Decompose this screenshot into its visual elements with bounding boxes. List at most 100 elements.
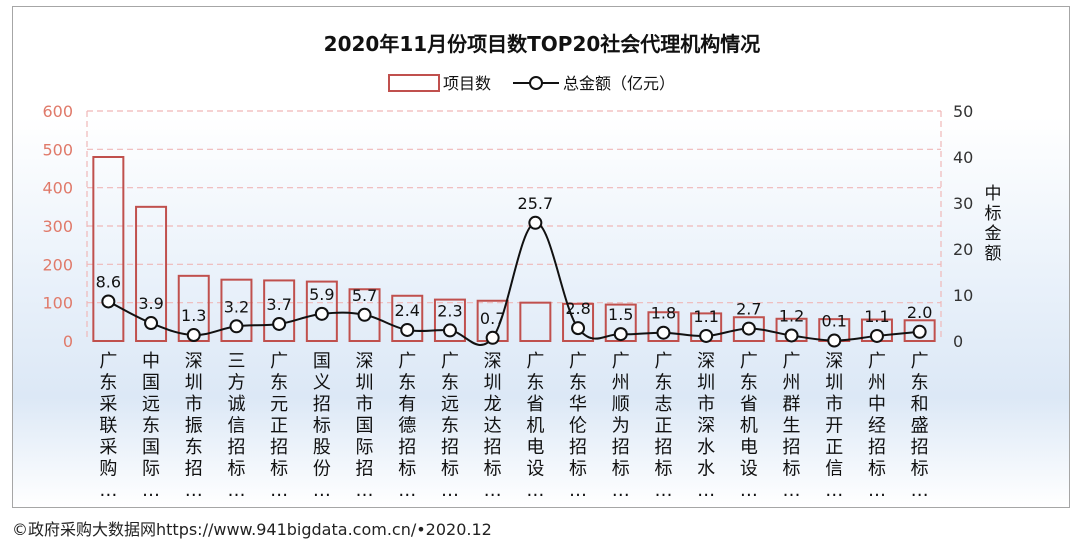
right-axis-title-char: 金	[985, 224, 1002, 244]
bar	[305, 280, 338, 343]
x-axis-label-char: 中	[142, 351, 160, 372]
x-axis-label-char: 标	[227, 459, 245, 480]
left-axis-tick-label: 200	[42, 255, 73, 274]
x-axis-label-char: 信	[227, 416, 245, 437]
x-axis-label-char: …	[142, 480, 160, 501]
bar	[903, 319, 936, 342]
x-axis-label-char: 东	[441, 416, 459, 437]
x-axis-label-char: 东	[270, 373, 288, 394]
amount-data-label: 2.7	[736, 300, 761, 319]
x-axis-label-char: 标	[783, 459, 801, 480]
amount-data-label: 3.2	[224, 297, 249, 316]
amount-data-label: 2.4	[395, 301, 420, 320]
gridlines	[86, 110, 942, 341]
x-axis-label-char: 电	[740, 437, 758, 458]
x-axis-label-char: 广	[270, 351, 288, 372]
x-axis-label-char: 国	[142, 437, 160, 458]
x-axis-label-char: 深	[356, 351, 374, 372]
bar	[391, 294, 424, 342]
bar	[562, 302, 595, 343]
x-axis-label-char: 市	[185, 394, 203, 415]
x-axis-label-char: 元	[270, 394, 288, 415]
chart-title: 2020年11月份项目数TOP20社会代理机构情况	[324, 32, 761, 56]
x-axis-label-char: 国	[356, 416, 374, 437]
x-axis-label-char: 州	[612, 373, 630, 394]
x-axis-label-char: 标	[612, 459, 630, 480]
x-axis-label-char: 水	[697, 437, 715, 458]
right-axis-title-char: 标	[985, 204, 1002, 224]
amount-data-label: 1.1	[864, 307, 889, 326]
x-axis-label-char: 深	[825, 351, 843, 372]
x-axis-label-char: 东	[99, 373, 117, 394]
bar	[519, 301, 552, 342]
right-axis-tick-label: 0	[953, 332, 963, 351]
amount-point	[912, 324, 927, 339]
x-axis-label-char: 信	[825, 459, 843, 480]
x-axis-label-char: 三	[227, 351, 245, 372]
left-axis-tick-label: 600	[42, 102, 73, 121]
bar	[220, 278, 253, 342]
chart-frame: 2020年11月份项目数TOP20社会代理机构情况 项目数 总金额（亿元） 60…	[12, 6, 1070, 508]
x-axis-label-char: 标	[911, 459, 929, 480]
x-axis-label-char: 生	[783, 416, 801, 437]
x-axis-label-char: 有	[398, 394, 416, 415]
right-axis-title-char: 中	[985, 184, 1002, 204]
x-axis-label-char: 招	[270, 437, 288, 458]
amount-point	[101, 294, 116, 309]
x-axis-label-char: 招	[569, 437, 587, 458]
line-series: 8.6 3.9 1.3 3.2 3.7 5.9 5.7 2.4 2.3 0.7 25.7 2.8 1.5…	[96, 194, 932, 348]
amount-point	[442, 323, 457, 338]
amount-data-label: 3.7	[266, 295, 291, 314]
amount-data-label: 5.9	[309, 285, 334, 304]
x-axis-label-char: 州	[868, 373, 886, 394]
x-axis-label-char: 华	[569, 394, 587, 415]
amount-point	[741, 321, 756, 336]
x-axis-label-char: …	[868, 480, 886, 501]
x-axis-label-char: 盛	[911, 416, 929, 437]
x-axis-label-char: 标	[313, 416, 331, 437]
x-axis-label-char: 采	[99, 394, 117, 415]
amount-point	[784, 328, 799, 343]
x-axis-label-char: 设	[526, 459, 544, 480]
right-axis-tick-label: 20	[953, 240, 973, 259]
bar	[135, 205, 168, 342]
bar	[647, 311, 680, 342]
x-axis-label-char: 标	[398, 459, 416, 480]
x-axis-label-char: 招	[868, 437, 886, 458]
x-axis-label-char: 股	[313, 437, 331, 458]
x-axis-label-char: 标	[654, 459, 672, 480]
amount-point	[869, 328, 884, 343]
x-axis-label-char: …	[356, 480, 374, 501]
right-axis-tick-label: 10	[953, 286, 973, 305]
x-axis-label-char: 深	[697, 351, 715, 372]
left-axis-tick-label: 100	[42, 294, 73, 313]
x-axis-label-char: 份	[313, 459, 331, 480]
x-axis-label-char: 正	[270, 416, 288, 437]
amount-data-label: 1.1	[693, 307, 718, 326]
x-axis-label-char: 正	[654, 416, 672, 437]
x-axis-label-char: 国	[313, 351, 331, 372]
x-axis-label-char: 州	[783, 373, 801, 394]
x-axis-label-char: 广	[654, 351, 672, 372]
x-axis-label-char: 经	[868, 416, 886, 437]
x-axis-label-char: 标	[484, 459, 502, 480]
x-axis-label-char: …	[654, 480, 672, 501]
x-axis-label-char: 圳	[825, 373, 843, 394]
x-axis-label-char: 招	[612, 437, 630, 458]
x-axis-label-char: 市	[697, 394, 715, 415]
bar	[433, 298, 466, 343]
x-axis-label-char: …	[740, 480, 758, 501]
x-axis-label-char: …	[313, 480, 331, 501]
left-axis-tick-label: 0	[63, 332, 73, 351]
x-axis-label-char: 远	[441, 394, 459, 415]
amount-point	[827, 333, 842, 348]
x-axis-label-char: 顺	[612, 394, 630, 415]
amount-point	[314, 306, 329, 321]
x-axis-label-char: …	[825, 480, 843, 501]
bar	[263, 279, 296, 342]
x-axis-label-char: 际	[356, 437, 374, 458]
x-axis-label-char: 机	[740, 416, 758, 437]
right-axis-title-char: 额	[985, 244, 1002, 264]
x-axis-label-char: 中	[868, 394, 886, 415]
x-axis-label-char: 国	[142, 373, 160, 394]
